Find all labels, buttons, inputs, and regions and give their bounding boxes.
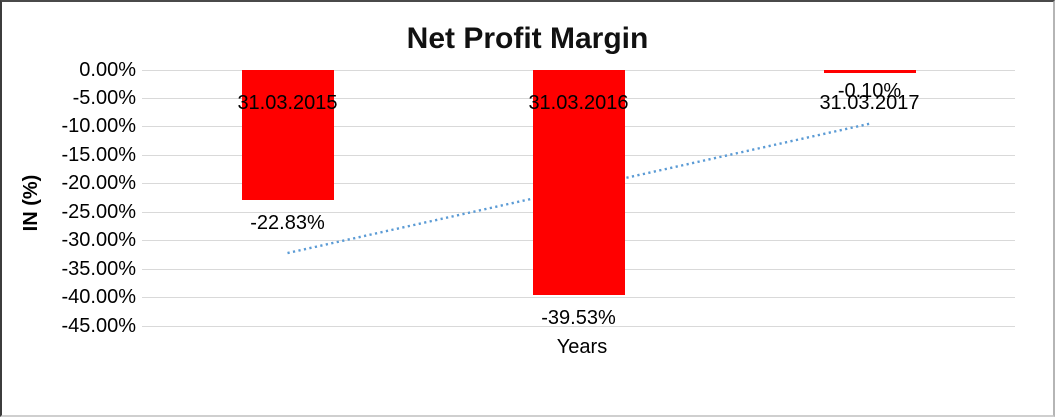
bar-31.03.2015 bbox=[241, 70, 334, 200]
y-axis-tick-label: -15.00% bbox=[61, 143, 137, 166]
y-axis-tick-label: -45.00% bbox=[61, 314, 137, 337]
chart-title: Net Profit Margin bbox=[406, 22, 649, 55]
x-axis-title: Years bbox=[556, 336, 608, 358]
y-axis-tick-label: -30.00% bbox=[61, 229, 137, 252]
y-axis-tick-label: -10.00% bbox=[61, 115, 137, 138]
data-label: -22.83% bbox=[250, 211, 325, 234]
bar-31.03.2017 bbox=[823, 70, 916, 73]
category-label: 31.03.2017 bbox=[819, 92, 920, 114]
y-axis-tick-label: -35.00% bbox=[61, 257, 137, 280]
data-label: -0.10% bbox=[837, 79, 902, 102]
category-label: 31.03.2016 bbox=[528, 92, 629, 114]
y-axis-tick-label: -25.00% bbox=[61, 200, 137, 223]
y-axis-tick-label: 0.00% bbox=[79, 58, 136, 81]
gridline bbox=[142, 325, 1015, 327]
data-label: -39.53% bbox=[541, 306, 616, 329]
y-axis-tick-label: -5.00% bbox=[72, 86, 136, 109]
bar-31.03.2016 bbox=[532, 70, 625, 295]
category-label: 31.03.2015 bbox=[237, 92, 338, 114]
gridline bbox=[142, 297, 1015, 299]
y-axis-tick-label: -40.00% bbox=[61, 286, 137, 309]
y-axis-tick-label: -20.00% bbox=[61, 172, 137, 195]
